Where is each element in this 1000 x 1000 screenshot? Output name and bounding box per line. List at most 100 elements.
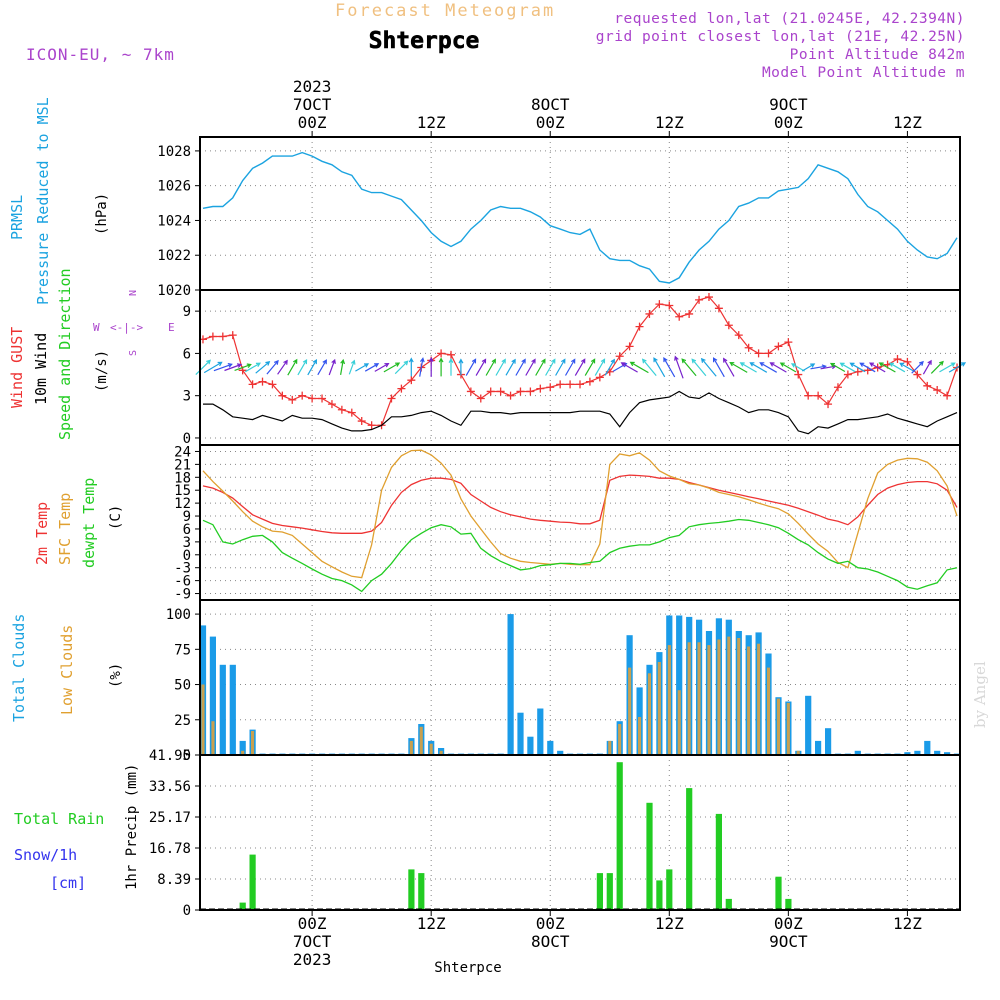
wind-direction-arrow bbox=[878, 362, 896, 373]
y-tick-label: 1022 bbox=[157, 248, 191, 264]
precip-unit: 1hr Precip (mm) bbox=[124, 764, 140, 890]
total-cloud-bar bbox=[239, 740, 246, 755]
total-cloud-bar bbox=[229, 664, 236, 755]
gust-marker bbox=[635, 322, 644, 331]
y-tick-label: 9 bbox=[183, 304, 191, 320]
wind-direction-arrow bbox=[691, 358, 707, 377]
bottom-year-label: 2023 bbox=[293, 950, 332, 969]
low-cloud-bar bbox=[737, 638, 741, 755]
low-cloud-bar bbox=[796, 750, 800, 755]
y-tick-label: 24 bbox=[174, 444, 191, 460]
gust-marker bbox=[685, 309, 694, 318]
gust-marker bbox=[724, 321, 733, 330]
wind-direction-arrow bbox=[245, 362, 261, 373]
wind-direction-arrow bbox=[859, 362, 876, 373]
gust-marker bbox=[208, 332, 217, 341]
y-tick-label: -3 bbox=[174, 561, 191, 577]
gust-marker bbox=[933, 386, 942, 395]
panel-frame bbox=[199, 444, 961, 601]
y-tick-label: 25 bbox=[174, 713, 191, 729]
wind-direction-arrow bbox=[653, 357, 666, 378]
pressure-label-b: Pressure Reduced to MSL bbox=[34, 97, 52, 305]
wind-direction-arrow bbox=[234, 363, 252, 371]
compass-icon: N S W E <-|-> bbox=[93, 290, 175, 356]
wind-direction-arrow bbox=[594, 358, 606, 376]
gust-marker bbox=[695, 295, 704, 304]
gust-marker bbox=[744, 343, 753, 352]
wind-direction-arrow bbox=[355, 363, 370, 372]
top-hour-label: 00Z bbox=[536, 113, 565, 132]
total-clouds-label: Total Clouds bbox=[10, 614, 28, 722]
total-cloud-bar bbox=[815, 740, 822, 755]
low-cloud-bar bbox=[638, 717, 642, 755]
wind-direction-arrow bbox=[448, 357, 454, 376]
wind-direction-arrow bbox=[485, 358, 496, 376]
wind-direction-arrow bbox=[328, 358, 336, 376]
wind-direction-arrow bbox=[224, 363, 243, 372]
wind-direction-arrow bbox=[779, 362, 797, 373]
total-cloud-bar bbox=[557, 750, 564, 755]
wind-direction-arrow bbox=[535, 358, 546, 376]
precip-bar bbox=[239, 902, 246, 910]
gust-marker bbox=[218, 332, 227, 341]
low-clouds-label: Low Clouds bbox=[58, 625, 76, 715]
clouds-unit: (%) bbox=[108, 663, 124, 688]
footer-station: Shterpce bbox=[434, 960, 501, 976]
wind-direction-arrow bbox=[641, 358, 657, 376]
precip-bar bbox=[249, 854, 256, 910]
gust-marker bbox=[268, 380, 277, 389]
y-tick-label: 0 bbox=[183, 431, 191, 447]
wind-direction-arrow bbox=[277, 359, 288, 375]
wind-direction-arrow bbox=[340, 358, 346, 376]
compass-w: W bbox=[93, 321, 100, 334]
wind-direction-arrow bbox=[515, 358, 526, 376]
gust-marker bbox=[764, 349, 773, 358]
wind-direction-arrow bbox=[790, 363, 805, 372]
pressure-unit: (hPa) bbox=[94, 193, 110, 235]
low-cloud-bar bbox=[608, 740, 612, 755]
top-day-label: 7OCT bbox=[293, 95, 332, 114]
gust-label: Wind GUST bbox=[8, 327, 26, 408]
y-tick-label: 21 bbox=[174, 457, 191, 473]
top-day-label: 9OCT bbox=[769, 95, 808, 114]
wind-speed-line bbox=[203, 390, 958, 435]
bottom-day-label: 9OCT bbox=[769, 932, 808, 951]
gust-marker bbox=[486, 387, 495, 396]
wind-direction-arrow bbox=[213, 363, 233, 372]
low-cloud-bar bbox=[747, 646, 751, 755]
pressure-line bbox=[202, 151, 958, 284]
gust-marker bbox=[476, 394, 485, 403]
temp-unit: (C) bbox=[108, 505, 124, 530]
watermark: by Angel bbox=[971, 661, 989, 728]
wind-direction-arrow bbox=[869, 362, 886, 373]
gust-marker bbox=[397, 384, 406, 393]
low-cloud-bar bbox=[419, 726, 423, 755]
panel-frame bbox=[199, 599, 961, 756]
gust-marker bbox=[496, 387, 505, 396]
gust-marker bbox=[774, 342, 783, 351]
wind-direction-arrow bbox=[948, 362, 967, 373]
gust-marker bbox=[357, 417, 366, 426]
gust-marker bbox=[923, 381, 932, 390]
top-hour-label: 00Z bbox=[298, 113, 327, 132]
gust-marker bbox=[625, 342, 634, 351]
y-tick-label: 8.39 bbox=[157, 872, 191, 888]
gust-marker bbox=[665, 301, 674, 310]
gust-marker bbox=[347, 408, 356, 417]
low-cloud-bar bbox=[786, 702, 790, 755]
wind-direction-arrow bbox=[681, 358, 697, 377]
precip-bar bbox=[725, 898, 732, 910]
total-cloud-bar bbox=[219, 664, 226, 755]
y-tick-label: 0 bbox=[183, 903, 191, 919]
y-tick-label: 33.56 bbox=[149, 779, 191, 795]
gust-marker bbox=[943, 391, 952, 400]
wind-direction-arrow bbox=[348, 359, 356, 375]
precip-bar bbox=[418, 873, 425, 910]
y-tick-label: 12 bbox=[174, 496, 191, 512]
precip-bar bbox=[646, 802, 653, 910]
y-tick-label: 1028 bbox=[157, 144, 191, 160]
requested-coords: requested lon,lat (21.0245E, 42.2394N) bbox=[614, 11, 965, 27]
wind-direction-arrow bbox=[428, 356, 434, 377]
low-cloud-bar bbox=[628, 667, 632, 755]
dewpt-label: dewpt Temp bbox=[80, 478, 98, 568]
